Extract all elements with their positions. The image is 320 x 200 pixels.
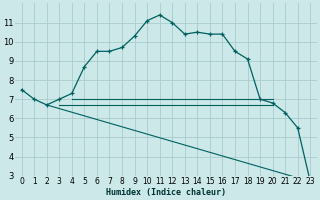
- X-axis label: Humidex (Indice chaleur): Humidex (Indice chaleur): [106, 188, 226, 197]
